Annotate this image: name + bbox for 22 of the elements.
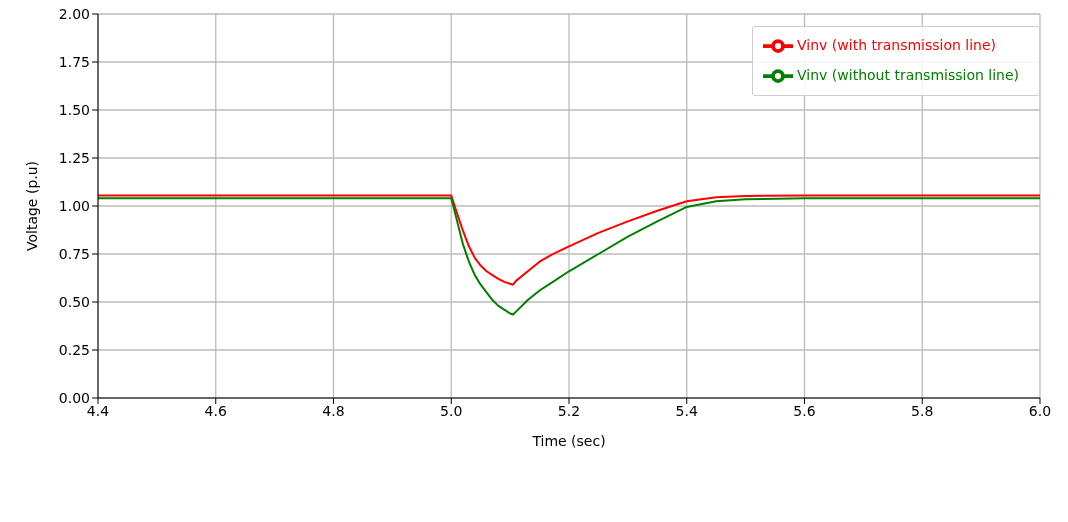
y-axis-title: Voltage (p.u) bbox=[23, 160, 40, 252]
x-tick-label: 6.0 bbox=[1028, 402, 1052, 419]
y-tick-label: 1.00 bbox=[58, 197, 90, 214]
x-tick-label: 4.6 bbox=[204, 402, 227, 419]
line-series bbox=[98, 197, 1040, 316]
y-tick-label: 1.75 bbox=[58, 53, 90, 70]
y-tick-label: 2.00 bbox=[58, 5, 90, 22]
y-tick-label: 0.25 bbox=[58, 341, 90, 358]
y-tick-label: 1.50 bbox=[58, 101, 90, 118]
y-tick-label: 0.75 bbox=[58, 245, 90, 262]
x-tick-label: 4.8 bbox=[322, 402, 345, 419]
legend-label: Vinv (with transmission line) bbox=[797, 37, 997, 53]
line-series bbox=[98, 194, 1040, 286]
x-tick-label: 5.6 bbox=[793, 402, 816, 419]
legend-label: Vinv (without transmission line) bbox=[797, 67, 1019, 83]
x-tick-label: 5.4 bbox=[675, 402, 698, 419]
x-tick-label: 5.0 bbox=[440, 402, 463, 419]
y-tick-label: 0.50 bbox=[58, 293, 90, 310]
x-axis-title: Time (sec) bbox=[531, 433, 606, 449]
x-tick-label: 5.8 bbox=[911, 402, 934, 419]
x-tick-label: 5.2 bbox=[557, 402, 581, 419]
y-tick-label: 1.25 bbox=[58, 149, 90, 166]
